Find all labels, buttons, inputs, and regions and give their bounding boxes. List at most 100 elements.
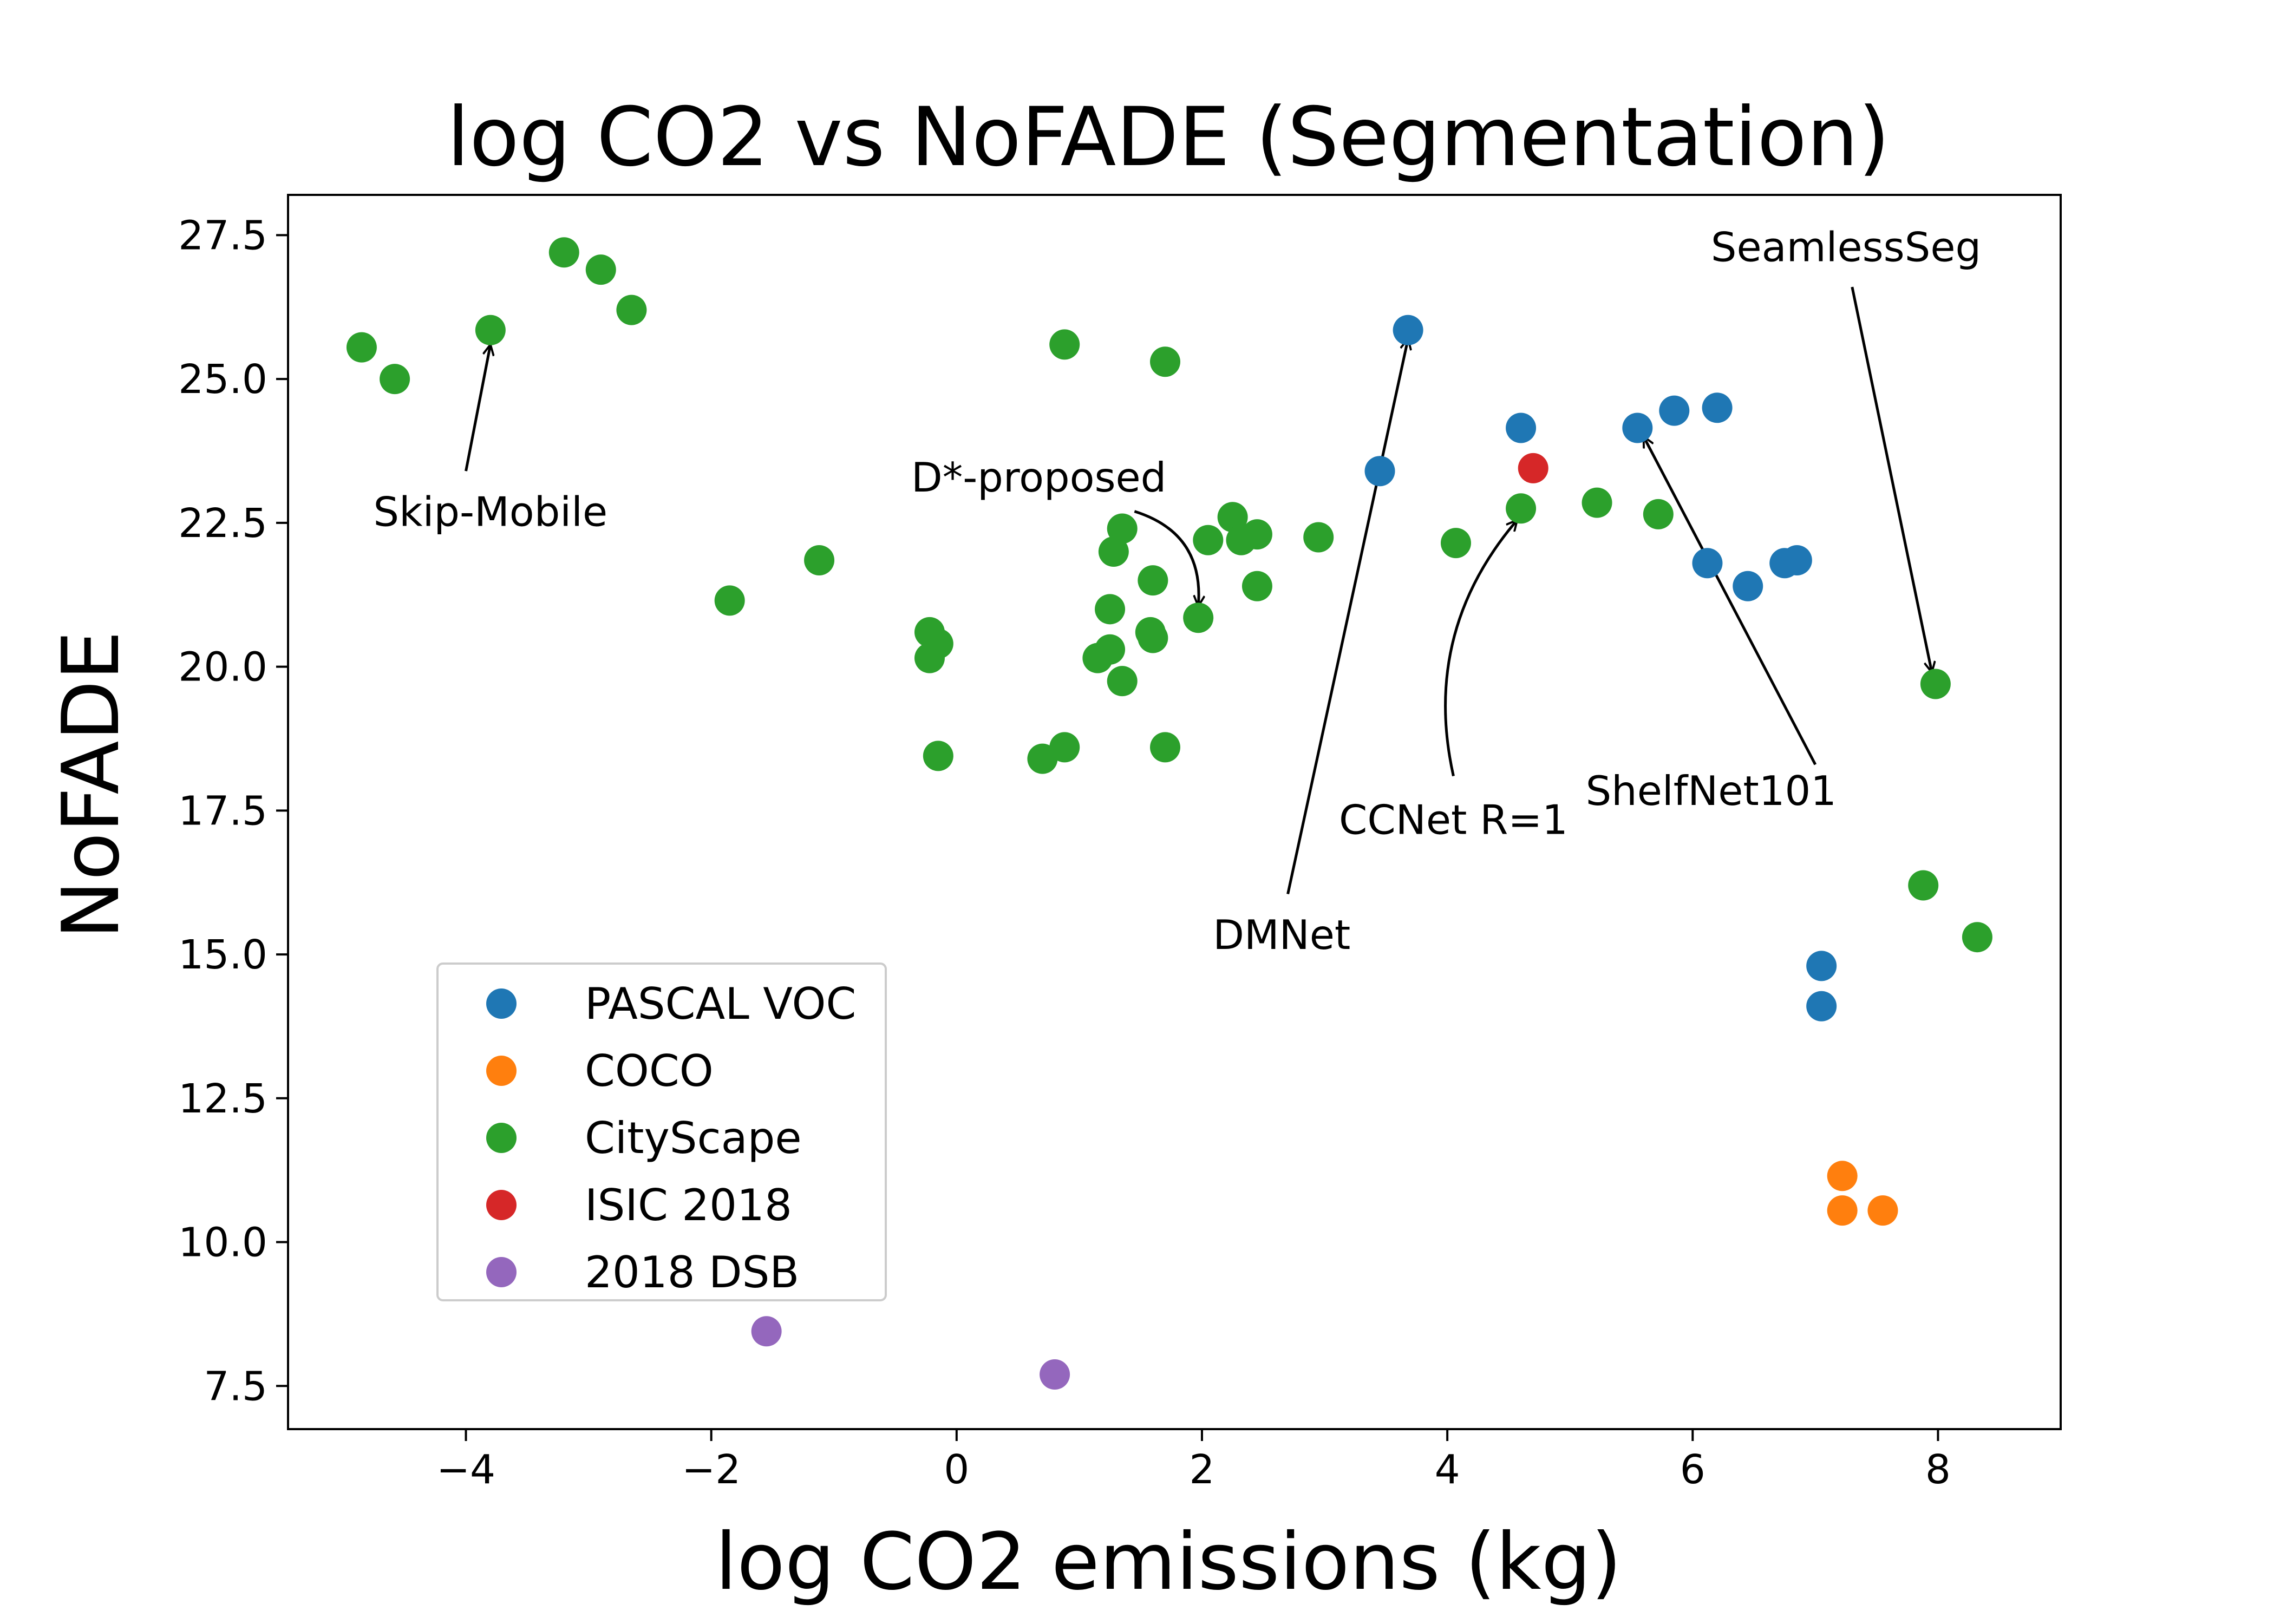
chart-title: log CO2 vs NoFADE (Segmentation) [447, 90, 1890, 185]
legend-label: COCO [585, 1046, 714, 1096]
data-point [380, 364, 410, 395]
data-point [1183, 603, 1214, 633]
x-tick-label: 6 [1680, 1446, 1706, 1493]
data-point [804, 545, 835, 575]
plot-area-frame [287, 194, 2062, 1430]
data-point [346, 332, 377, 363]
x-tick-label: 0 [944, 1446, 969, 1493]
legend-marker [486, 1257, 517, 1287]
legend-label: ISIC 2018 [585, 1180, 792, 1230]
data-point [714, 585, 745, 616]
data-point [1692, 548, 1723, 579]
y-tick-label: 10.0 [178, 1220, 267, 1266]
data-point [1241, 519, 1272, 550]
annotation-label: SeamlessSeg [1711, 224, 1981, 271]
data-point [1049, 732, 1080, 763]
y-tick-label: 27.5 [178, 212, 267, 259]
data-point [1095, 594, 1126, 625]
data-point [1806, 991, 1837, 1021]
annotation-arrow [1642, 436, 1817, 765]
annotation-label: ShelfNet101 [1586, 767, 1837, 815]
data-point [1138, 623, 1168, 653]
legend: PASCAL VOC COCO CityScape ISIC 2018 2018 DSB [436, 962, 887, 1301]
legend-marker [486, 1190, 517, 1220]
x-tick-label: 8 [1925, 1446, 1951, 1493]
annotation-arrow [1851, 286, 1932, 672]
data-point [1193, 525, 1224, 555]
data-point [1643, 499, 1674, 529]
data-point [1150, 732, 1181, 763]
data-point [1107, 666, 1138, 697]
data-point [1098, 536, 1129, 567]
legend-label: 2018 DSB [585, 1247, 799, 1298]
y-tick-label: 17.5 [178, 788, 267, 834]
data-point [1217, 502, 1248, 533]
data-point [1393, 315, 1423, 345]
legend-label: CityScape [585, 1113, 802, 1163]
data-point [1582, 487, 1612, 518]
annotation-arrow [1444, 520, 1518, 777]
data-point [1303, 522, 1334, 553]
data-point [1827, 1195, 1858, 1226]
data-point [1506, 493, 1537, 524]
data-points [346, 237, 1992, 1390]
data-point [1827, 1161, 1858, 1191]
data-point [1733, 571, 1763, 601]
x-tick-label: −4 [436, 1446, 495, 1493]
x-tick-label: −2 [682, 1446, 741, 1493]
annotation-arrow [465, 344, 491, 472]
x-tick-label: 2 [1189, 1446, 1214, 1493]
y-tick-label: 12.5 [178, 1076, 267, 1122]
axis-ticks: −4 −2 0 2 4 6 8 7.5 10.0 12.5 15.0 17.5 20.0 22.5 25.0… [178, 212, 1951, 1493]
y-axis-label: NoFADE [45, 631, 137, 939]
legend-marker [486, 1123, 517, 1153]
data-point [1082, 643, 1113, 673]
data-point [475, 315, 506, 345]
data-point [1506, 412, 1537, 443]
data-point [1659, 395, 1690, 426]
data-point [1138, 565, 1168, 596]
y-tick-label: 25.0 [178, 356, 267, 403]
data-point [1107, 513, 1138, 544]
data-point [1781, 545, 1812, 575]
annotation-arrow [1286, 339, 1408, 894]
data-point [616, 294, 647, 325]
x-tick-label: 4 [1435, 1446, 1460, 1493]
data-point [751, 1316, 782, 1347]
data-point [1962, 922, 1992, 953]
data-point [1049, 329, 1080, 360]
x-axis-label: log CO2 emissions (kg) [715, 1516, 1622, 1608]
data-point [548, 237, 579, 268]
data-point [1622, 412, 1653, 443]
data-point [1806, 951, 1837, 981]
annotation-label: DMNet [1213, 911, 1350, 959]
data-point [914, 643, 945, 673]
data-point [1920, 669, 1951, 699]
data-point [1150, 346, 1181, 377]
data-point [1702, 392, 1733, 423]
annotation-label: CCNet R=1 [1339, 796, 1568, 843]
y-tick-label: 22.5 [178, 500, 267, 547]
y-tick-label: 20.0 [178, 644, 267, 691]
data-point [1040, 1359, 1070, 1390]
data-point [1241, 571, 1272, 601]
data-point [1518, 453, 1548, 483]
data-point [1908, 870, 1939, 901]
y-tick-label: 15.0 [178, 932, 267, 978]
data-point [923, 741, 953, 771]
data-point [585, 254, 616, 285]
annotation-label: Skip-Mobile [374, 488, 608, 536]
y-tick-label: 7.5 [204, 1363, 267, 1410]
legend-marker [486, 1056, 517, 1086]
annotation-arrow [1134, 510, 1199, 606]
annotations: Skip-Mobile D*-proposed DMNet CCNet R=1 Shel… [374, 224, 1982, 959]
annotation-label: D*-proposed [911, 454, 1166, 501]
legend-box [436, 962, 887, 1301]
legend-marker [486, 988, 517, 1019]
data-point [1867, 1195, 1898, 1226]
data-point [1440, 528, 1471, 559]
legend-label: PASCAL VOC [585, 979, 856, 1029]
data-point [1364, 456, 1395, 487]
